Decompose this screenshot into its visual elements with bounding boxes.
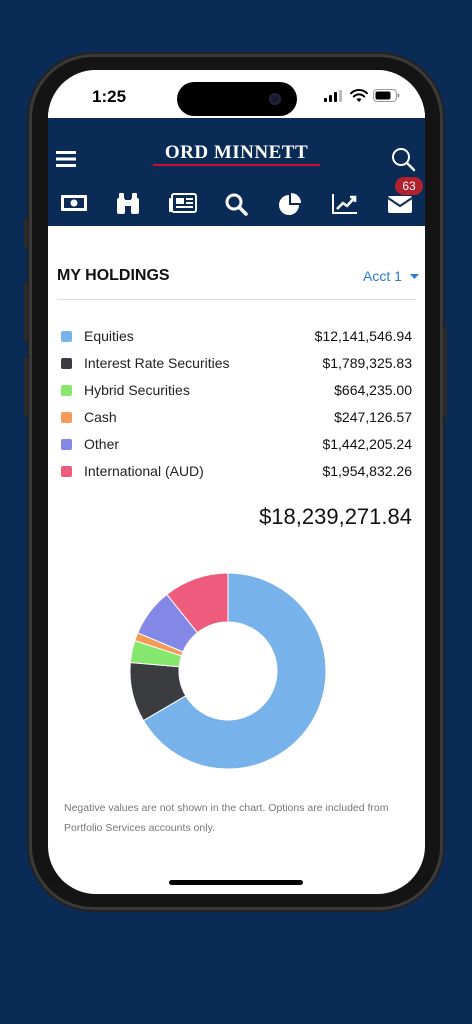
- legend-value: $247,126.57: [334, 409, 412, 425]
- battery-icon: [373, 89, 400, 102]
- legend-label: Equities: [84, 328, 134, 344]
- legend-row-international: International (AUD) $1,954,832.26: [57, 461, 416, 488]
- legend-value: $1,442,205.24: [322, 436, 412, 452]
- donut-slice-equities: [142, 572, 327, 770]
- cash-icon[interactable]: [60, 192, 88, 214]
- volume-up-button: [24, 282, 28, 342]
- legend-row-hybrid-securities: Hybrid Securities $664,235.00: [57, 380, 416, 407]
- mail-icon[interactable]: [387, 192, 413, 214]
- caret-down-icon: [409, 274, 419, 280]
- page-title: MY HOLDINGS: [57, 267, 170, 284]
- account-selector-label: Acct 1: [363, 268, 402, 284]
- signal-icon: [324, 90, 342, 102]
- logo: ORD MINNETT: [164, 142, 309, 163]
- mute-switch: [24, 218, 28, 248]
- camera-icon: [269, 93, 281, 105]
- screen: 1:25 ORD MINNETT: [48, 70, 425, 894]
- legend-swatch: [61, 358, 72, 369]
- legend-value: $12,141,546.94: [314, 328, 412, 344]
- legend-label: Cash: [84, 409, 117, 425]
- search-nav-icon[interactable]: [224, 192, 248, 216]
- nav-icon-bar: [48, 188, 425, 228]
- legend-label: Other: [84, 436, 120, 452]
- legend-label: Hybrid Securities: [84, 382, 190, 398]
- legend-row-interest-rate-securities: Interest Rate Securities $1,789,325.83: [57, 353, 416, 380]
- legend-row-equities: Equities $12,141,546.94: [57, 326, 416, 353]
- account-selector[interactable]: Acct 1: [363, 268, 419, 284]
- divider: [57, 299, 416, 300]
- dynamic-island: [177, 82, 297, 116]
- status-time: 1:25: [92, 87, 127, 106]
- legend-value: $1,954,832.26: [322, 463, 412, 479]
- home-indicator: [169, 880, 303, 885]
- line-chart-icon[interactable]: [331, 192, 359, 216]
- legend-label: Interest Rate Securities: [84, 355, 230, 371]
- donut-slice-international-aud: [166, 572, 229, 634]
- holdings-legend: Equities $12,141,546.94 Interest Rate Se…: [57, 326, 416, 488]
- legend-swatch: [61, 466, 72, 477]
- legend-value: $664,235.00: [334, 382, 412, 398]
- pie-chart-icon[interactable]: [278, 192, 302, 216]
- chart-footnote: Negative values are not shown in the cha…: [64, 802, 389, 834]
- holdings-donut-chart: [129, 572, 327, 770]
- app-header: ORD MINNETT: [48, 118, 425, 226]
- news-icon[interactable]: [169, 192, 197, 214]
- total-value: $18,239,271.84: [259, 504, 412, 529]
- legend-label: International (AUD): [84, 463, 204, 479]
- binoculars-icon[interactable]: [115, 192, 141, 216]
- wifi-icon: [350, 89, 368, 102]
- legend-value: $1,789,325.83: [322, 355, 412, 371]
- legend-swatch: [61, 331, 72, 342]
- legend-swatch: [61, 385, 72, 396]
- legend-row-cash: Cash $247,126.57: [57, 407, 416, 434]
- legend-swatch: [61, 412, 72, 423]
- hamburger-menu-icon[interactable]: [56, 150, 78, 168]
- legend-swatch: [61, 439, 72, 450]
- status-bar: 1:25: [48, 70, 425, 118]
- mail-count-badge: 63: [395, 177, 423, 195]
- power-button: [443, 326, 447, 418]
- search-icon[interactable]: [390, 146, 416, 172]
- volume-down-button: [24, 357, 28, 417]
- logo-underline: [153, 164, 320, 166]
- legend-row-other: Other $1,442,205.24: [57, 434, 416, 461]
